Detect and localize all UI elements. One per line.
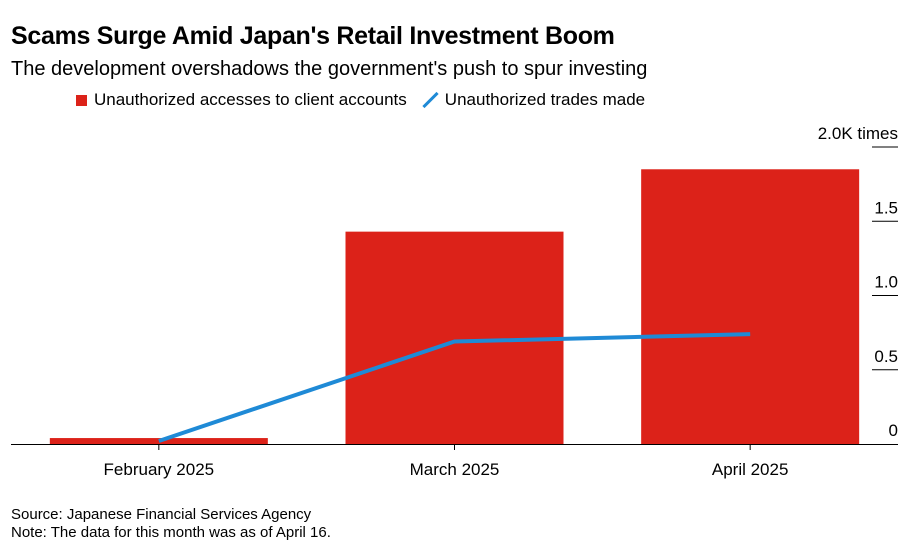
source-text: Source: Japanese Financial Services Agen…: [11, 506, 312, 523]
x-tick-label: April 2025: [712, 460, 789, 479]
chart-footer: Source: Japanese Financial Services Agen…: [11, 506, 331, 542]
legend: Unauthorized accesses to client accounts…: [76, 90, 645, 110]
legend-label-trades: Unauthorized trades made: [444, 90, 646, 109]
y-tick-label: 1.0: [874, 273, 898, 292]
x-tick-label: March 2025: [410, 460, 500, 479]
y-tick-label: 0.5: [874, 347, 898, 366]
x-tick-label: February 2025: [104, 460, 215, 479]
note-text: Note: The data for this month was as of …: [11, 524, 331, 541]
bar: [641, 169, 860, 444]
y-tick-label: 1.5: [874, 198, 898, 217]
chart-subtitle: The development overshadows the governme…: [11, 58, 648, 80]
chart-title: Scams Surge Amid Japan's Retail Investme…: [11, 22, 615, 50]
legend-label-accesses: Unauthorized accesses to client accounts: [94, 90, 407, 109]
legend-swatch-bar: [76, 94, 87, 106]
y-tick-label: 2.0K times: [818, 124, 898, 143]
y-tick-label: 0: [889, 421, 898, 440]
